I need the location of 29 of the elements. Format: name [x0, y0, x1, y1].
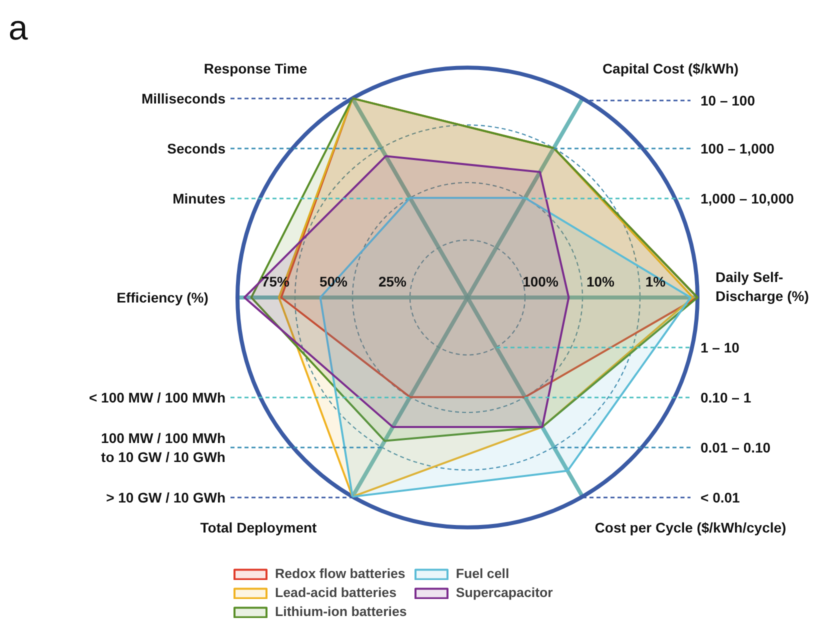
text: > 10 GW / 10 GWh — [106, 490, 226, 506]
text: 1% — [645, 274, 666, 290]
text: Milliseconds — [141, 90, 226, 106]
legend-label: Supercapacitor — [456, 585, 553, 600]
text: Minutes — [172, 190, 226, 206]
legend-label: Lead-acid batteries — [275, 585, 396, 600]
text: 10 – 100 — [700, 92, 756, 108]
legend-label: Fuel cell — [456, 566, 510, 581]
legend-label: Redox flow batteries — [275, 566, 406, 581]
spoke-label: Cost per Cycle ($/kWh/cycle) — [594, 520, 786, 536]
text: Seconds — [167, 140, 226, 156]
legend-label: Lithium-ion batteries — [275, 604, 407, 619]
text: 0.10 – 1 — [700, 390, 752, 406]
text: 0.01 – 0.10 — [700, 440, 771, 456]
spoke-label: Capital Cost ($/kWh) — [602, 60, 739, 76]
text: 100 – 1,000 — [700, 140, 775, 156]
text: 100% — [522, 274, 559, 290]
text: < 100 MW / 100 MWh — [88, 390, 226, 406]
text: 100 MW / 100 MWh to 10 GW / 10 GWh — [101, 430, 226, 466]
text: 10% — [586, 274, 616, 290]
spoke-label: Response Time — [204, 60, 308, 76]
chart-title: a — [8, 10, 28, 48]
spoke-label: Efficiency (%) — [116, 290, 208, 306]
text: < 0.01 — [700, 490, 740, 506]
text: 1,000 – 10,000 — [700, 190, 794, 206]
text: 25% — [378, 274, 408, 290]
spoke-label: Daily Self- Discharge (%) — [716, 268, 809, 304]
text: 1 – 10 — [700, 340, 740, 356]
spoke-label: Total Deployment — [200, 520, 318, 536]
